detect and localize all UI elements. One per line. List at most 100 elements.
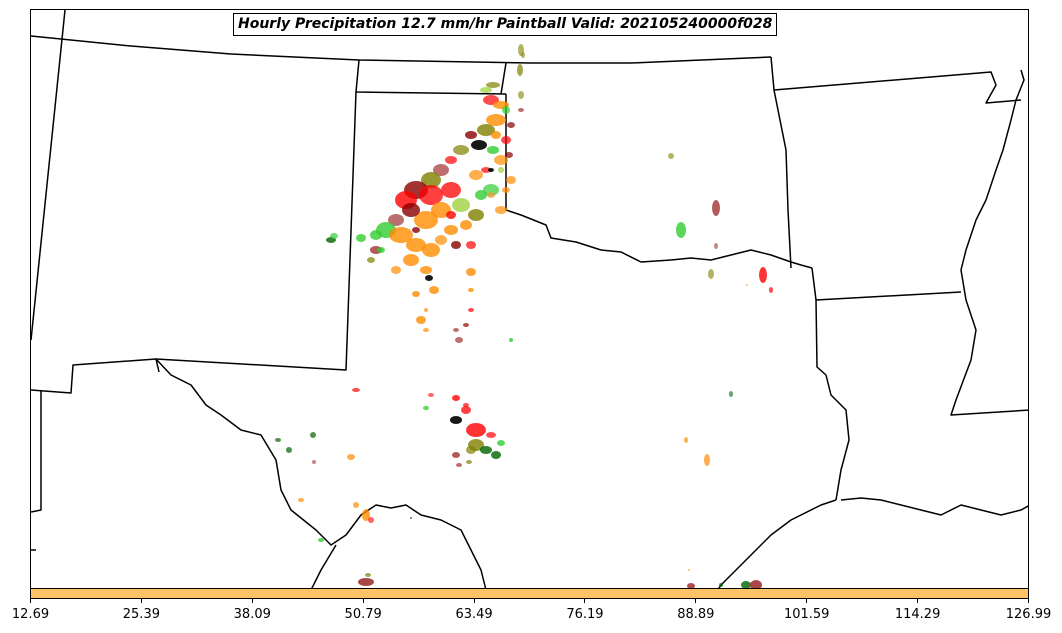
precip-blob xyxy=(688,569,690,571)
colorbar-tick-label: 101.59 xyxy=(783,607,830,622)
precip-blob xyxy=(425,275,433,281)
precip-blob xyxy=(746,284,748,286)
precip-blob xyxy=(275,438,281,442)
precip-blob xyxy=(428,393,434,397)
precip-blob xyxy=(431,202,451,218)
precip-blob xyxy=(429,286,439,294)
precip-blob xyxy=(769,287,773,293)
precip-blob xyxy=(741,581,751,589)
precip-blob xyxy=(298,498,304,502)
precip-blob xyxy=(463,323,469,327)
precip-blob xyxy=(517,64,523,76)
precip-blob xyxy=(466,268,476,276)
precip-blob xyxy=(506,176,516,184)
precip-blob xyxy=(412,291,420,297)
precip-blob xyxy=(416,316,426,324)
colorbar-tick-mark xyxy=(140,599,142,603)
precip-blob xyxy=(495,206,507,214)
precip-blob xyxy=(312,460,316,464)
colorbar-tick-label: 76.19 xyxy=(566,607,604,622)
precip-blob xyxy=(491,451,501,459)
precip-blob xyxy=(330,233,338,239)
precip-blob xyxy=(469,170,483,180)
colorbar-tick-mark xyxy=(917,599,919,603)
colorbar-tick-label: 63.49 xyxy=(455,607,493,622)
precip-blob xyxy=(358,578,374,586)
precip-blob xyxy=(365,573,371,577)
precip-blob xyxy=(487,192,495,198)
colorado-kansas-north-border xyxy=(31,35,772,64)
precip-blob xyxy=(460,220,472,230)
colorbar-tick-mark xyxy=(30,599,31,603)
precip-blob xyxy=(507,122,515,128)
precip-blob xyxy=(486,82,500,88)
colorbar-tick-mark xyxy=(1028,599,1029,603)
precip-blob xyxy=(352,388,360,392)
precip-blob xyxy=(391,266,401,274)
colorbar-tick-mark xyxy=(584,599,586,603)
precip-blob xyxy=(461,406,471,414)
precip-blob xyxy=(463,403,469,407)
oklahoma-east-border xyxy=(770,56,792,269)
precip-blob xyxy=(676,222,686,238)
precip-blob xyxy=(347,454,355,460)
louisiana-gulf-coast xyxy=(840,497,1028,516)
precip-blob xyxy=(410,517,412,519)
precip-blob xyxy=(468,209,484,221)
precip-blob xyxy=(498,167,504,173)
precip-blob xyxy=(368,517,374,523)
rio-grande xyxy=(155,358,487,591)
precip-blob xyxy=(362,509,370,521)
precip-blob xyxy=(465,131,477,139)
colorbar-tick-label: 88.89 xyxy=(677,607,715,622)
precip-blob xyxy=(419,185,443,205)
precip-blob xyxy=(759,267,767,283)
precip-blob xyxy=(435,235,447,245)
precip-blob xyxy=(486,114,506,126)
precip-blob xyxy=(367,257,375,263)
precip-blob xyxy=(455,337,463,343)
precip-blob xyxy=(497,440,505,446)
precip-blob xyxy=(719,583,723,587)
precip-blob xyxy=(518,91,524,99)
precip-blob xyxy=(452,395,460,401)
precip-blob xyxy=(684,437,688,443)
map-panel xyxy=(30,9,1029,599)
precip-blob xyxy=(452,198,470,212)
precip-blob xyxy=(414,211,438,229)
colorbar-tick-label: 114.29 xyxy=(894,607,941,622)
colorbar-tick-mark xyxy=(695,599,697,603)
precip-blob xyxy=(502,187,510,193)
precip-blob xyxy=(687,583,695,589)
precip-blob xyxy=(466,446,476,454)
precip-blob xyxy=(441,182,461,198)
precip-blob xyxy=(712,200,720,216)
colorbar-tick-mark xyxy=(473,599,475,603)
precip-blob xyxy=(708,269,714,279)
nm-east-border xyxy=(155,91,357,373)
precip-blob xyxy=(518,108,524,112)
map-title: Hourly Precipitation 12.7 mm/hr Paintbal… xyxy=(233,13,778,36)
precip-blob xyxy=(446,211,456,219)
precipitation-paintball-blobs xyxy=(275,44,773,590)
precip-blob xyxy=(451,241,461,249)
precip-blob xyxy=(421,172,441,188)
texas-gulf-coast xyxy=(711,499,837,598)
precip-blob xyxy=(402,203,420,217)
mexico-west-border xyxy=(31,390,42,513)
precip-blob xyxy=(356,234,366,242)
state-boundaries xyxy=(31,10,1028,598)
precip-blob xyxy=(444,225,458,235)
precip-blob xyxy=(286,447,292,453)
texas-louisiana-border xyxy=(811,267,850,501)
four-corners-west-border xyxy=(31,10,66,341)
precip-blob xyxy=(468,288,474,292)
precip-blob xyxy=(422,243,440,257)
precip-blob xyxy=(488,168,494,172)
precip-blob xyxy=(403,254,419,266)
precip-blob xyxy=(477,124,495,136)
colorbar-tick-mark xyxy=(806,599,808,603)
precip-blob xyxy=(318,538,324,542)
arkansas-louisiana-border xyxy=(815,291,962,301)
precip-blob xyxy=(353,502,359,508)
